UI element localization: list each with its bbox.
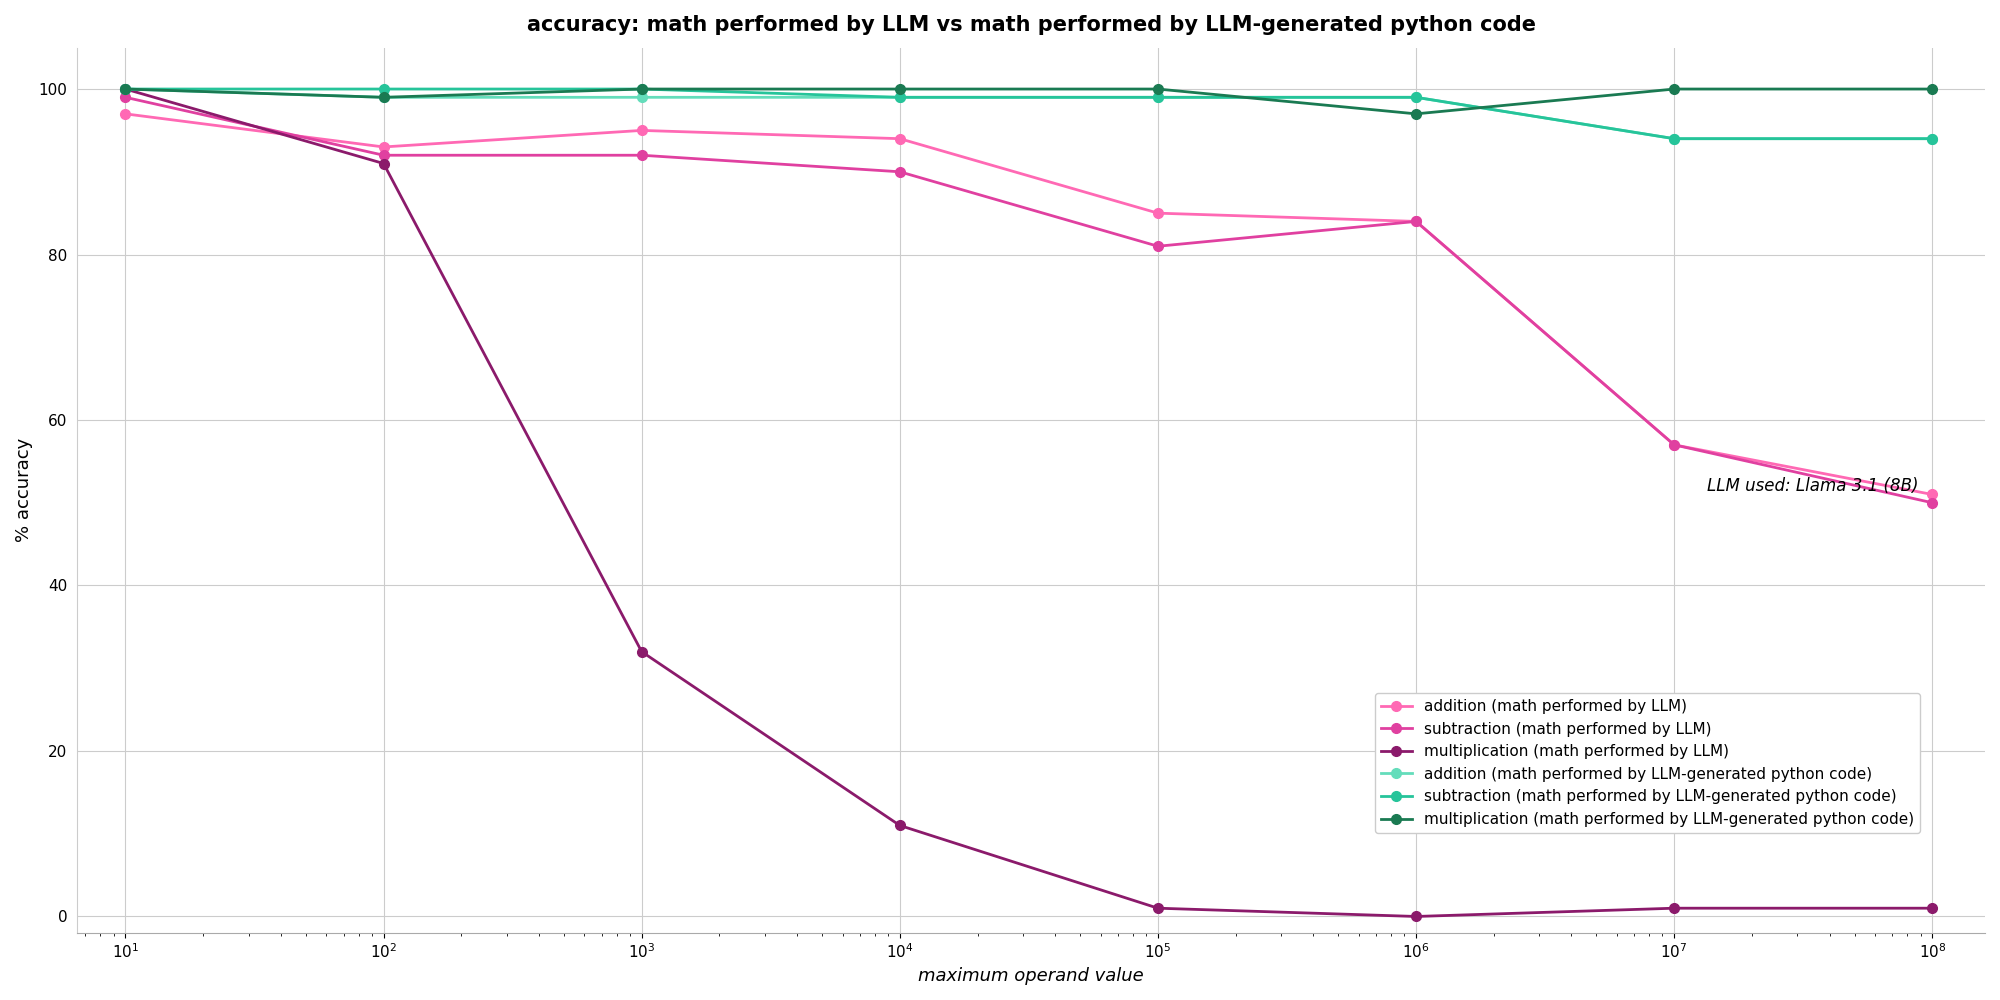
multiplication (math performed by LLM-generated python code) [372, 91, 396, 103]
Line: multiplication (math performed by LLM-generated python code): multiplication (math performed by LLM-ge… [120, 84, 1938, 119]
Y-axis label: % accuracy: % accuracy [14, 438, 32, 542]
multiplication (math performed by LLM) [888, 819, 912, 831]
subtraction (math performed by LLM) [630, 149, 654, 161]
multiplication (math performed by LLM-generated python code) [1404, 108, 1428, 120]
multiplication (math performed by LLM) [630, 646, 654, 658]
subtraction (math performed by LLM) [888, 166, 912, 178]
subtraction (math performed by LLM) [1146, 240, 1170, 252]
Line: addition (math performed by LLM): addition (math performed by LLM) [120, 109, 1938, 499]
subtraction (math performed by LLM-generated python code) [630, 83, 654, 95]
addition (math performed by LLM-generated python code) [630, 91, 654, 103]
addition (math performed by LLM-generated python code) [114, 83, 138, 95]
subtraction (math performed by LLM-generated python code) [372, 83, 396, 95]
Line: multiplication (math performed by LLM): multiplication (math performed by LLM) [120, 84, 1938, 921]
subtraction (math performed by LLM-generated python code) [1146, 91, 1170, 103]
subtraction (math performed by LLM-generated python code) [888, 91, 912, 103]
multiplication (math performed by LLM-generated python code) [114, 83, 138, 95]
addition (math performed by LLM) [1404, 215, 1428, 227]
addition (math performed by LLM-generated python code) [1404, 91, 1428, 103]
Text: LLM used: Llama 3.1 (8B): LLM used: Llama 3.1 (8B) [1706, 477, 1918, 495]
multiplication (math performed by LLM) [372, 158, 396, 170]
addition (math performed by LLM) [888, 133, 912, 145]
addition (math performed by LLM-generated python code) [1662, 133, 1686, 145]
multiplication (math performed by LLM) [1146, 902, 1170, 914]
subtraction (math performed by LLM-generated python code) [114, 83, 138, 95]
addition (math performed by LLM) [1662, 439, 1686, 451]
Line: addition (math performed by LLM-generated python code): addition (math performed by LLM-generate… [120, 84, 1938, 144]
subtraction (math performed by LLM) [114, 91, 138, 103]
addition (math performed by LLM-generated python code) [1146, 91, 1170, 103]
multiplication (math performed by LLM-generated python code) [630, 83, 654, 95]
Legend: addition (math performed by LLM), subtraction (math performed by LLM), multiplic: addition (math performed by LLM), subtra… [1376, 693, 1920, 833]
addition (math performed by LLM-generated python code) [888, 91, 912, 103]
addition (math performed by LLM-generated python code) [372, 91, 396, 103]
X-axis label: maximum operand value: maximum operand value [918, 967, 1144, 985]
Title: accuracy: math performed by LLM vs math performed by LLM-generated python code: accuracy: math performed by LLM vs math … [526, 15, 1536, 35]
multiplication (math performed by LLM) [1920, 902, 1944, 914]
subtraction (math performed by LLM) [1404, 215, 1428, 227]
subtraction (math performed by LLM-generated python code) [1662, 133, 1686, 145]
multiplication (math performed by LLM-generated python code) [1146, 83, 1170, 95]
addition (math performed by LLM) [114, 108, 138, 120]
subtraction (math performed by LLM) [1662, 439, 1686, 451]
addition (math performed by LLM) [1146, 207, 1170, 219]
addition (math performed by LLM) [372, 141, 396, 153]
addition (math performed by LLM-generated python code) [1920, 133, 1944, 145]
Line: subtraction (math performed by LLM-generated python code): subtraction (math performed by LLM-gener… [120, 84, 1938, 144]
subtraction (math performed by LLM) [372, 149, 396, 161]
Line: subtraction (math performed by LLM): subtraction (math performed by LLM) [120, 92, 1938, 508]
multiplication (math performed by LLM-generated python code) [1920, 83, 1944, 95]
subtraction (math performed by LLM-generated python code) [1404, 91, 1428, 103]
multiplication (math performed by LLM-generated python code) [1662, 83, 1686, 95]
multiplication (math performed by LLM) [114, 83, 138, 95]
multiplication (math performed by LLM-generated python code) [888, 83, 912, 95]
addition (math performed by LLM) [1920, 488, 1944, 500]
multiplication (math performed by LLM) [1662, 902, 1686, 914]
multiplication (math performed by LLM) [1404, 910, 1428, 922]
subtraction (math performed by LLM-generated python code) [1920, 133, 1944, 145]
addition (math performed by LLM) [630, 124, 654, 136]
subtraction (math performed by LLM) [1920, 497, 1944, 509]
